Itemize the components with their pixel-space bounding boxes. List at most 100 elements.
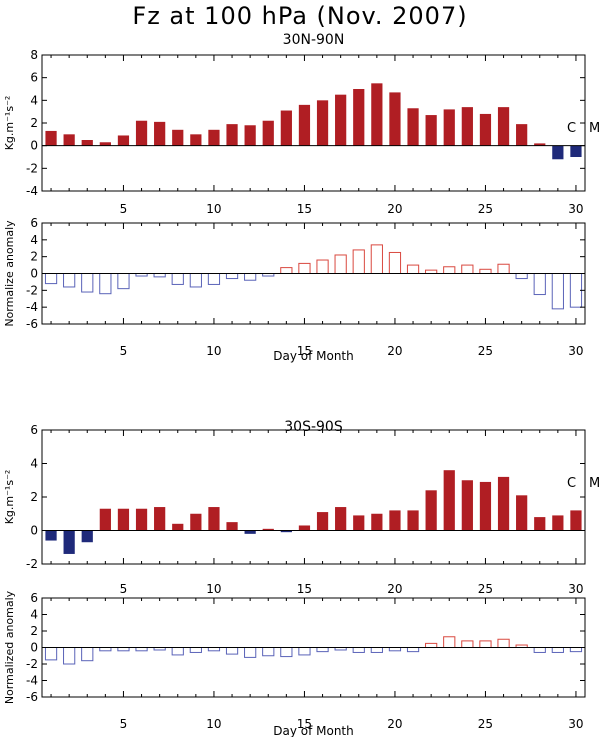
- bar-day-21: [406, 264, 420, 274]
- bar-day-25: [479, 481, 492, 531]
- y-tick-label: 0: [30, 267, 38, 281]
- chart-panel-2: -6 -4 -2 0 2 4 6 5 10 15 20 25 30 Normalize anomaly Da…: [3, 216, 586, 363]
- bar-day-20: [389, 510, 401, 531]
- y-tick-label: 6: [30, 423, 38, 437]
- bar-day-4: [99, 273, 112, 295]
- bar-day-13: [262, 647, 275, 657]
- bar-day-2: [63, 647, 76, 665]
- x-tick-label: 25: [478, 582, 493, 596]
- bar-day-10: [208, 507, 220, 531]
- bar-day-9: [189, 273, 202, 288]
- x-axis-label: Day of Month: [273, 724, 354, 737]
- bar-day-4: [99, 508, 111, 531]
- y-tick-label: 6: [30, 591, 38, 605]
- bar-day-20: [388, 251, 402, 275]
- x-tick-label: 5: [120, 717, 128, 731]
- chart-panel-4: -6 -4 -2 0 2 4 6 5 10 15 20 25 30 Normalized anomaly D…: [3, 590, 586, 737]
- x-tick-label: 30: [568, 717, 583, 731]
- bar-day-21: [406, 647, 420, 653]
- bar-day-14: [280, 647, 293, 658]
- y-tick-label: -4: [26, 300, 38, 314]
- figure-title: Fz at 100 hPa (Nov. 2007): [132, 2, 468, 30]
- side-label-c: C: [567, 121, 576, 136]
- bar-day-8: [172, 129, 184, 146]
- bar-day-25: [479, 113, 492, 146]
- bar-day-12: [244, 647, 257, 658]
- bar-day-6: [135, 508, 148, 531]
- bar-day-28: [533, 273, 546, 296]
- y-tick-label: -2: [26, 657, 38, 671]
- bar-day-27: [516, 124, 528, 146]
- bar-day-23: [443, 266, 456, 274]
- bar-day-2: [63, 134, 75, 146]
- side-label-c: C: [567, 476, 576, 491]
- bar-day-10: [208, 129, 220, 146]
- x-tick-label: 25: [478, 344, 493, 358]
- bar-day-26: [497, 638, 510, 648]
- bar-day-11: [226, 124, 238, 146]
- y-tick-label: 0: [30, 524, 38, 538]
- bar-day-26: [497, 263, 510, 274]
- bar-day-24: [461, 264, 474, 274]
- bar-day-21: [407, 510, 419, 531]
- x-tick-label: 30: [568, 582, 583, 596]
- bar-day-1: [44, 273, 58, 285]
- y-tick-label: 4: [30, 457, 38, 471]
- y-tick-label: -4: [26, 674, 38, 688]
- bar-day-30: [569, 647, 583, 653]
- bar-day-9: [190, 513, 202, 531]
- bar-day-26: [497, 107, 510, 146]
- bar-day-2: [63, 530, 75, 554]
- bar-day-5: [117, 135, 130, 146]
- y-tick-label: 8: [30, 48, 38, 62]
- bar-day-20: [389, 92, 401, 146]
- bar-day-3: [81, 530, 93, 543]
- bar-day-25: [479, 640, 492, 649]
- panel-subtitle: 30S-90S: [284, 419, 343, 435]
- x-tick-label: 20: [387, 344, 402, 358]
- y-axis-label: Kg.m⁻¹s⁻²: [3, 470, 16, 525]
- bar-day-9: [189, 647, 202, 653]
- x-tick-label: 15: [297, 202, 312, 216]
- bar-day-29: [552, 145, 564, 160]
- bar-day-4: [99, 142, 111, 146]
- bar-day-17: [334, 254, 347, 274]
- bar-day-18: [353, 89, 365, 146]
- bar-day-2: [63, 273, 76, 288]
- y-tick-label: 0: [30, 641, 38, 655]
- bar-day-30: [570, 510, 582, 531]
- bar-day-7: [153, 273, 166, 278]
- bar-day-1: [44, 647, 58, 661]
- bar-day-19: [370, 647, 383, 653]
- bar-day-8: [171, 273, 184, 285]
- bar-day-28: [534, 517, 546, 531]
- bar-day-22: [425, 115, 437, 146]
- bar-day-24: [461, 640, 474, 649]
- y-axis-label: Normalized anomaly: [3, 590, 16, 704]
- bar-day-27: [516, 495, 528, 531]
- bar-day-13: [262, 528, 274, 531]
- x-tick-label: 25: [478, 202, 493, 216]
- x-tick-label: 20: [387, 202, 402, 216]
- bar-day-9: [190, 134, 202, 146]
- x-tick-label: 15: [297, 582, 312, 596]
- bar-day-16: [316, 259, 329, 274]
- x-tick-label: 10: [206, 344, 221, 358]
- x-tick-label: 25: [478, 717, 493, 731]
- bar-day-12: [244, 125, 256, 146]
- bar-day-11: [226, 522, 238, 531]
- y-tick-label: 0: [30, 139, 38, 153]
- y-tick-label: 4: [30, 93, 38, 107]
- y-axis-label: Normalize anomaly: [3, 220, 16, 327]
- bar-day-22: [425, 269, 438, 275]
- bar-day-3: [81, 647, 94, 662]
- bar-day-5: [117, 273, 130, 290]
- bar-day-19: [371, 83, 383, 146]
- x-tick-label: 20: [387, 582, 402, 596]
- bar-day-24: [461, 480, 473, 531]
- bar-day-10: [207, 273, 221, 285]
- y-tick-label: -2: [26, 283, 38, 297]
- chart-panel-3: -2 0 2 4 6 5 10 15 20 25 30 Kg.m⁻¹s⁻² 30S-90S C M: [3, 419, 600, 596]
- bar-day-29: [551, 273, 564, 310]
